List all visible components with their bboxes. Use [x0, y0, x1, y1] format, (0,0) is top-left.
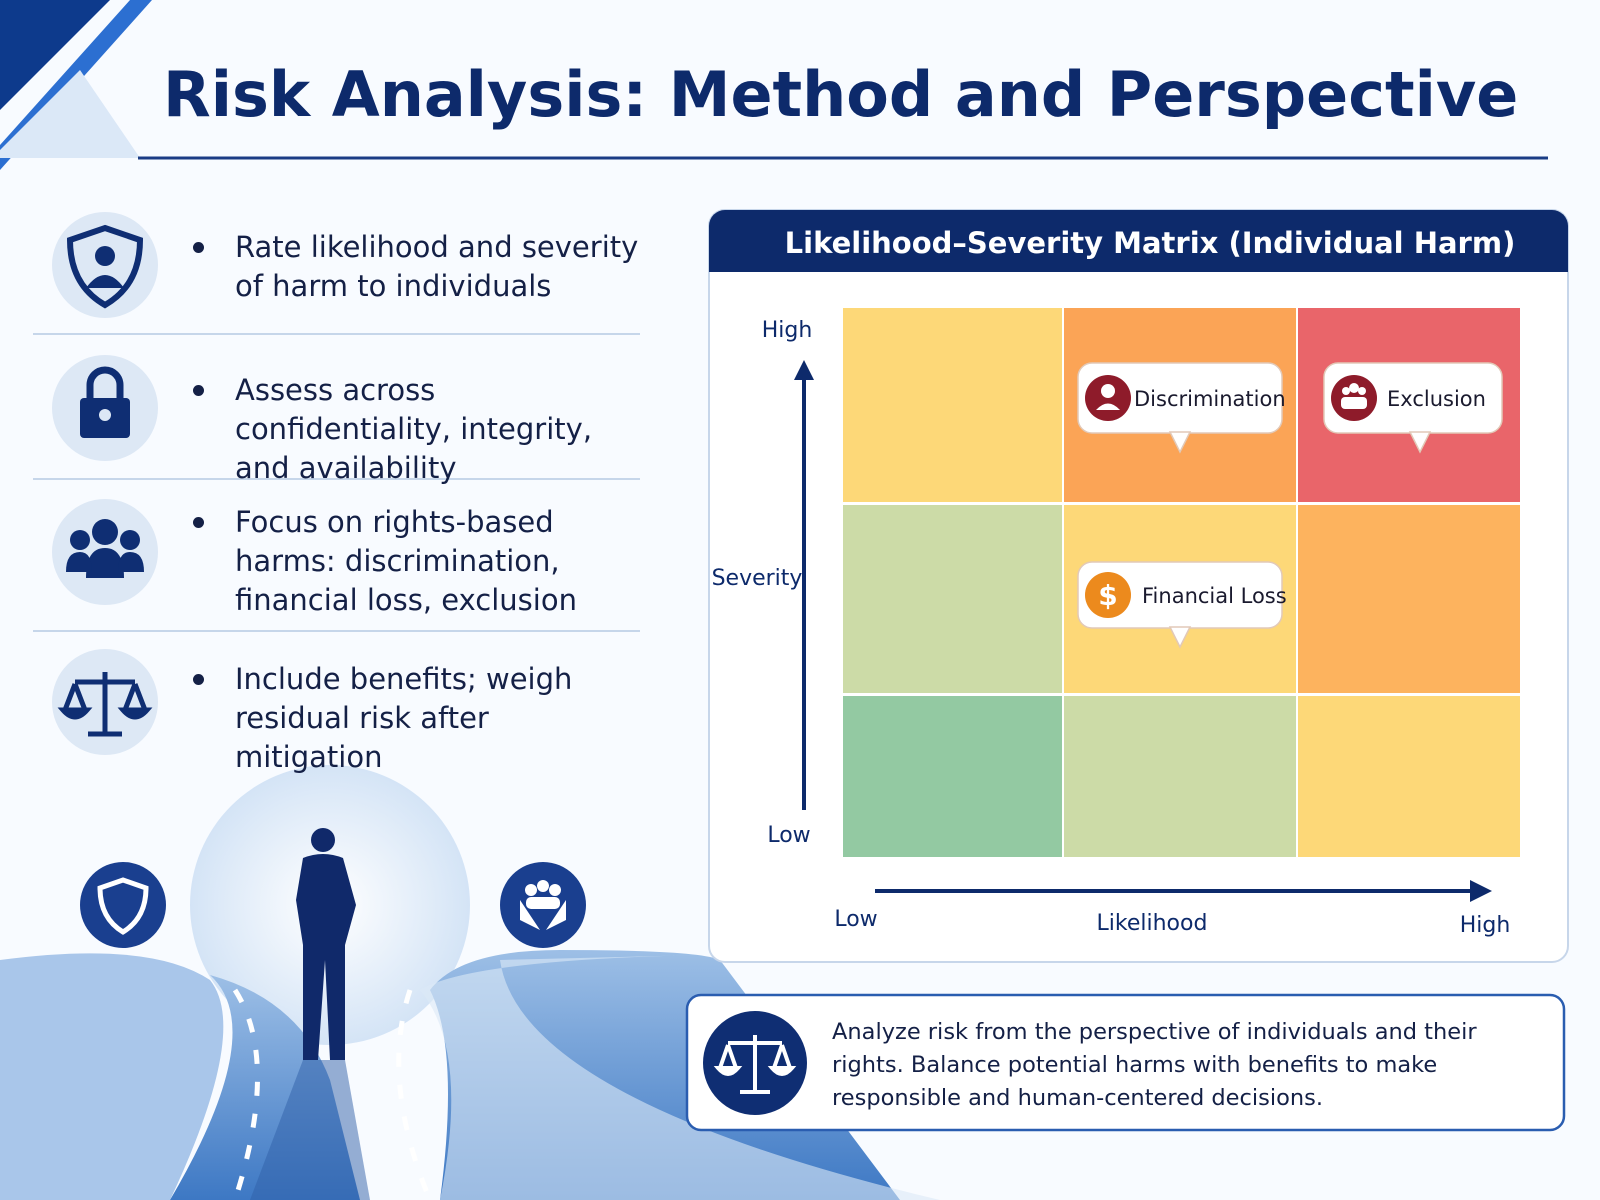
y-axis-high: High — [762, 318, 813, 343]
y-axis-low: Low — [767, 823, 810, 848]
y-axis-label: Severity — [712, 566, 803, 591]
bullet-text: Focus on rights-based harms: discriminat… — [193, 503, 645, 620]
x-axis-label: Likelihood — [1097, 911, 1208, 936]
risk-label: Financial Loss — [1142, 584, 1287, 608]
risk-label: Exclusion — [1387, 387, 1486, 411]
matrix-title: Likelihood–Severity Matrix (Individual H… — [785, 226, 1516, 260]
x-axis-high: High — [1460, 913, 1511, 938]
bullet-text: Rate likelihood and severity of harm to … — [193, 228, 645, 306]
callout-text: Analyze risk from the perspective of ind… — [832, 1019, 1477, 1111]
svg-text:$: $ — [1098, 579, 1117, 612]
risk-label: Discrimination — [1134, 387, 1286, 411]
bullet-text: Assess across confidentiality, integrity… — [193, 371, 645, 488]
page-title: Risk Analysis: Method and Perspective — [163, 58, 1519, 131]
bullet-text: Include benefits; weigh residual risk af… — [193, 660, 645, 777]
x-axis-low: Low — [834, 907, 877, 932]
